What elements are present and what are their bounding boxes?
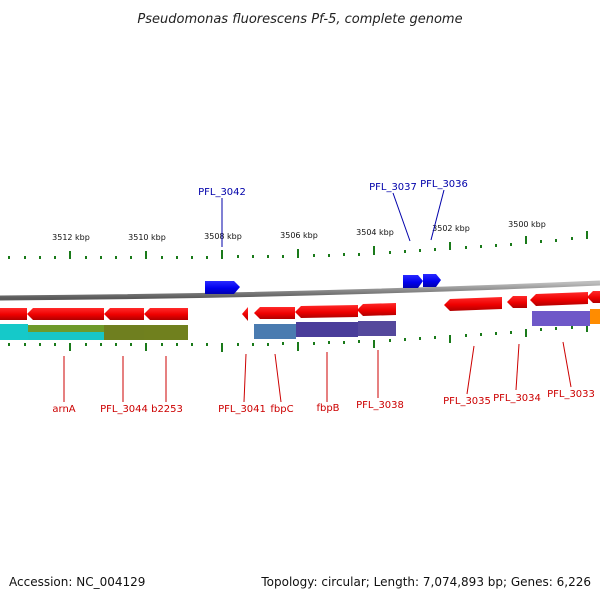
gene-arrow-reverse <box>587 291 600 303</box>
gene-label-reverse: fbpB <box>316 403 339 414</box>
gene-arrow-reverse <box>242 307 248 321</box>
gene-arrow-reverse <box>507 296 527 308</box>
gene-arrow-forward <box>205 281 240 294</box>
gene-label-reverse: PFL_3033 <box>547 389 595 400</box>
gene-label-reverse: PFL_3044 <box>100 404 148 415</box>
gene-arrow-reverse <box>530 292 588 306</box>
scale-label: 3504 kbp <box>356 228 394 237</box>
scale-ticks-lower <box>8 324 588 352</box>
gene-label-forward: PFL_3037 <box>369 182 417 193</box>
gene-arrow-forward <box>403 275 423 288</box>
forward-genes <box>205 274 441 294</box>
scale-label: 3512 kbp <box>52 233 90 242</box>
gene-label-forward: PFL_3042 <box>198 187 246 198</box>
label-leaders-forward <box>221 189 445 247</box>
gene-arrow-reverse <box>27 308 104 320</box>
gene-arrow-forward <box>423 274 441 287</box>
gene-label-reverse: PFL_3035 <box>443 396 491 407</box>
gene-label-reverse: PFL_3041 <box>218 404 266 415</box>
label-leaders-reverse <box>63 341 572 403</box>
gene-label-reverse: fbpC <box>270 404 293 415</box>
gene-arrow-reverse <box>144 308 188 320</box>
gene-arrow-reverse <box>444 297 502 311</box>
scale-label: 3500 kbp <box>508 220 546 229</box>
gene-arrow-reverse <box>254 307 295 319</box>
scale-label: 3510 kbp <box>128 233 166 242</box>
accession-text: Accession: NC_004129 <box>9 575 145 589</box>
scale-ticks-upper <box>8 231 588 259</box>
scale-label: 3502 kbp <box>432 224 470 233</box>
feature-bars <box>0 309 600 340</box>
gene-label-reverse: PFL_3034 <box>493 393 541 404</box>
scale-label: 3508 kbp <box>204 232 242 241</box>
scale-label: 3506 kbp <box>280 231 318 240</box>
genome-summary-text: Topology: circular; Length: 7,074,893 bp… <box>260 575 591 589</box>
genome-backbone <box>0 280 600 301</box>
gene-arrow-reverse <box>0 308 27 320</box>
gene-arrow-reverse <box>104 308 144 320</box>
gene-label-reverse: arnA <box>52 404 75 415</box>
gene-label-reverse: b2253 <box>151 404 183 415</box>
reverse-genes <box>0 291 600 321</box>
map-title: Pseudomonas fluorescens Pf-5, complete g… <box>137 12 462 27</box>
gene-arrow-reverse <box>295 305 358 318</box>
gene-label-reverse: PFL_3038 <box>356 400 404 411</box>
gene-arrow-reverse <box>357 303 396 316</box>
gene-label-forward: PFL_3036 <box>420 179 468 190</box>
